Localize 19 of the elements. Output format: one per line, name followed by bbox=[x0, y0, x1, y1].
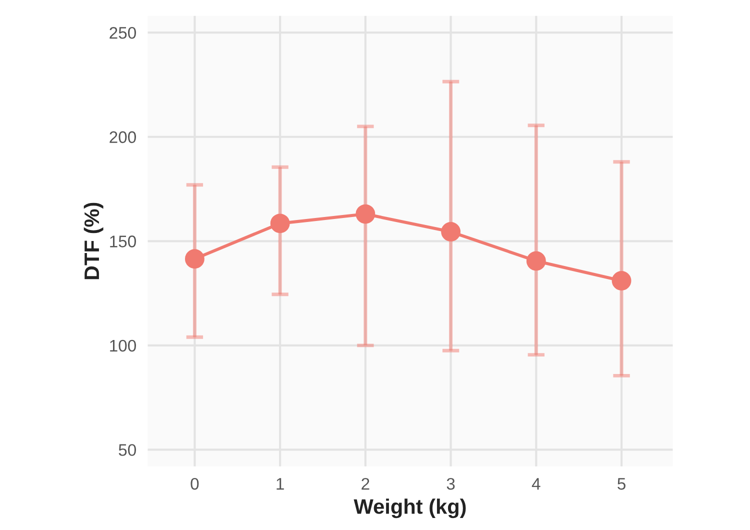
x-tick-label: 4 bbox=[532, 478, 540, 490]
point bbox=[270, 214, 290, 234]
point bbox=[441, 222, 461, 242]
x-tick-label: 5 bbox=[618, 478, 626, 490]
y-tick-label: 250 bbox=[110, 26, 136, 39]
point bbox=[612, 271, 632, 290]
x-tick-label: 0 bbox=[190, 478, 199, 490]
x-axis-title: Weight (kg) bbox=[354, 498, 466, 518]
y-tick-label: 150 bbox=[110, 236, 136, 248]
point bbox=[356, 204, 376, 224]
y-tick-label: 200 bbox=[110, 131, 136, 144]
y-tick-label: 100 bbox=[110, 340, 136, 352]
y-tick-label: 50 bbox=[118, 444, 136, 456]
y-axis-title: DTF (%) bbox=[84, 202, 104, 280]
x-tick-label: 3 bbox=[446, 478, 455, 490]
x-tick-label: 2 bbox=[362, 478, 370, 490]
point bbox=[184, 249, 204, 269]
point bbox=[526, 251, 546, 271]
x-tick-label: 1 bbox=[276, 478, 284, 490]
